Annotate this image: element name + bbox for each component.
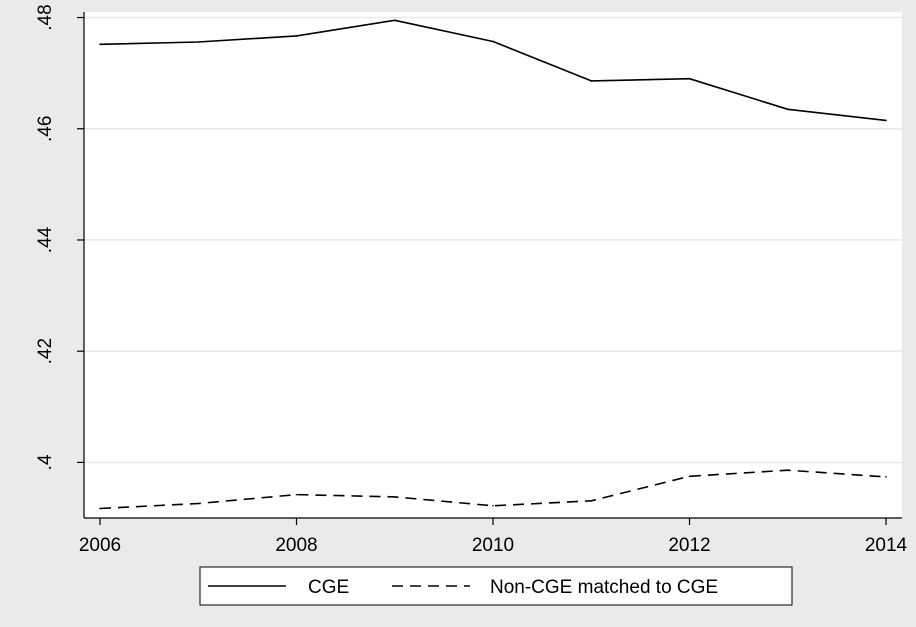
y-tick-label: .42 [35, 338, 56, 364]
axes: .4 .42 .44 .46 .48 2006 2008 2010 2012 2014 [35, 4, 908, 556]
legend-box [199, 566, 793, 606]
x-tick-label: 2008 [275, 535, 317, 556]
data-point [197, 41, 200, 43]
x-tick-label: 2014 [865, 535, 908, 556]
data-point [590, 80, 593, 82]
data-point [295, 493, 298, 496]
data-point [885, 476, 887, 478]
y-tick-label: .4 [35, 454, 56, 470]
data-point [885, 119, 887, 122]
plot-area [84, 12, 902, 518]
y-tick-label: .48 [35, 4, 56, 30]
series-line-non-cge [99, 469, 887, 510]
data-point [99, 507, 101, 510]
legend-label-cge: CGE [308, 577, 349, 598]
gridlines [84, 16, 902, 464]
data-point [786, 469, 789, 471]
y-tick-label: .44 [35, 226, 56, 253]
data-point [295, 35, 298, 37]
data-point [492, 40, 494, 43]
data-point [393, 496, 396, 498]
series [99, 19, 887, 510]
data-point [197, 502, 200, 505]
data-point [688, 475, 691, 478]
y-tick-label: .46 [35, 116, 56, 142]
data-point [99, 43, 101, 46]
data-point [393, 19, 396, 22]
x-tick-label: 2012 [668, 535, 710, 556]
data-point [688, 77, 691, 80]
x-tick-label: 2010 [472, 535, 514, 556]
data-point [492, 504, 494, 507]
data-point [786, 108, 789, 111]
legend: CGE Non-CGE matched to CGE [199, 566, 793, 606]
x-tick-label: 2006 [79, 535, 121, 556]
legend-label-non-cge: Non-CGE matched to CGE [490, 577, 718, 598]
data-point [590, 499, 593, 502]
